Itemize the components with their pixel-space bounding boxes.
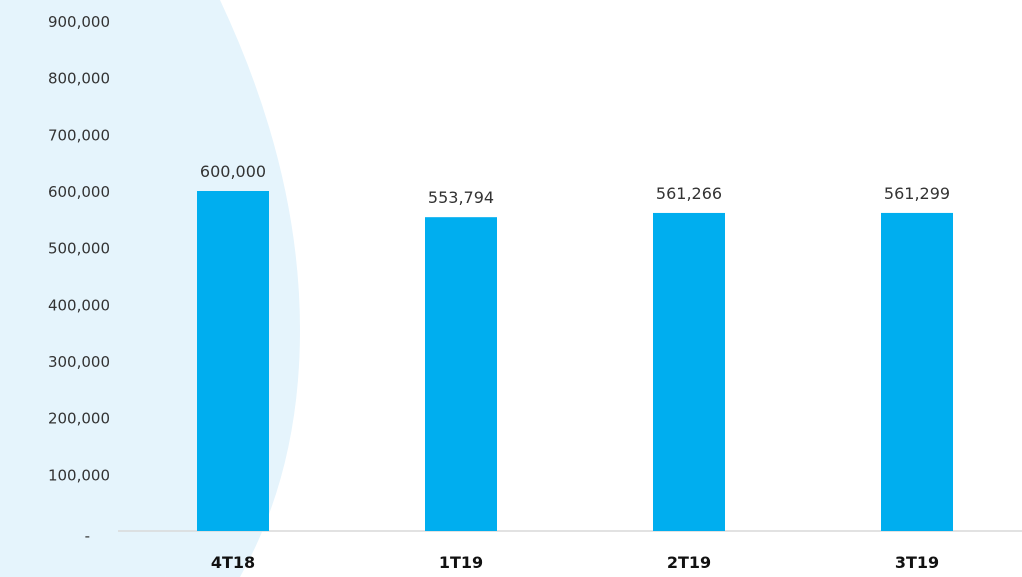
- y-tick-label: -: [85, 527, 90, 545]
- bars: [197, 191, 953, 531]
- y-tick-label: 200,000: [48, 410, 110, 428]
- bar-3T19: [881, 212, 953, 531]
- bar-2T19: [653, 212, 725, 531]
- data-labels: 600,000 553,794 561,266 561,299: [200, 162, 950, 207]
- y-tick-label: 600,000: [48, 183, 110, 201]
- y-tick-label: 900,000: [48, 13, 110, 31]
- data-label: 600,000: [200, 162, 266, 181]
- y-tick-label: 500,000: [48, 240, 110, 258]
- y-tick-label: 300,000: [48, 353, 110, 371]
- data-label: 561,299: [884, 184, 950, 203]
- bar-1T19: [425, 217, 497, 531]
- bar-4T18: [197, 191, 269, 531]
- x-tick-label: 1T19: [439, 553, 483, 572]
- y-tick-label: 800,000: [48, 70, 110, 88]
- y-tick-label: 100,000: [48, 466, 110, 484]
- data-label: 553,794: [428, 188, 494, 207]
- y-axis: - 100,000 200,000 300,000 400,000 500,000 600,…: [48, 13, 110, 545]
- x-tick-label: 3T19: [895, 553, 939, 572]
- x-tick-label: 2T19: [667, 553, 711, 572]
- y-tick-label: 700,000: [48, 126, 110, 144]
- x-axis: 4T18 1T19 2T19 3T19: [211, 553, 939, 572]
- data-label: 561,266: [656, 184, 722, 203]
- y-tick-label: 400,000: [48, 296, 110, 314]
- x-tick-label: 4T18: [211, 553, 255, 572]
